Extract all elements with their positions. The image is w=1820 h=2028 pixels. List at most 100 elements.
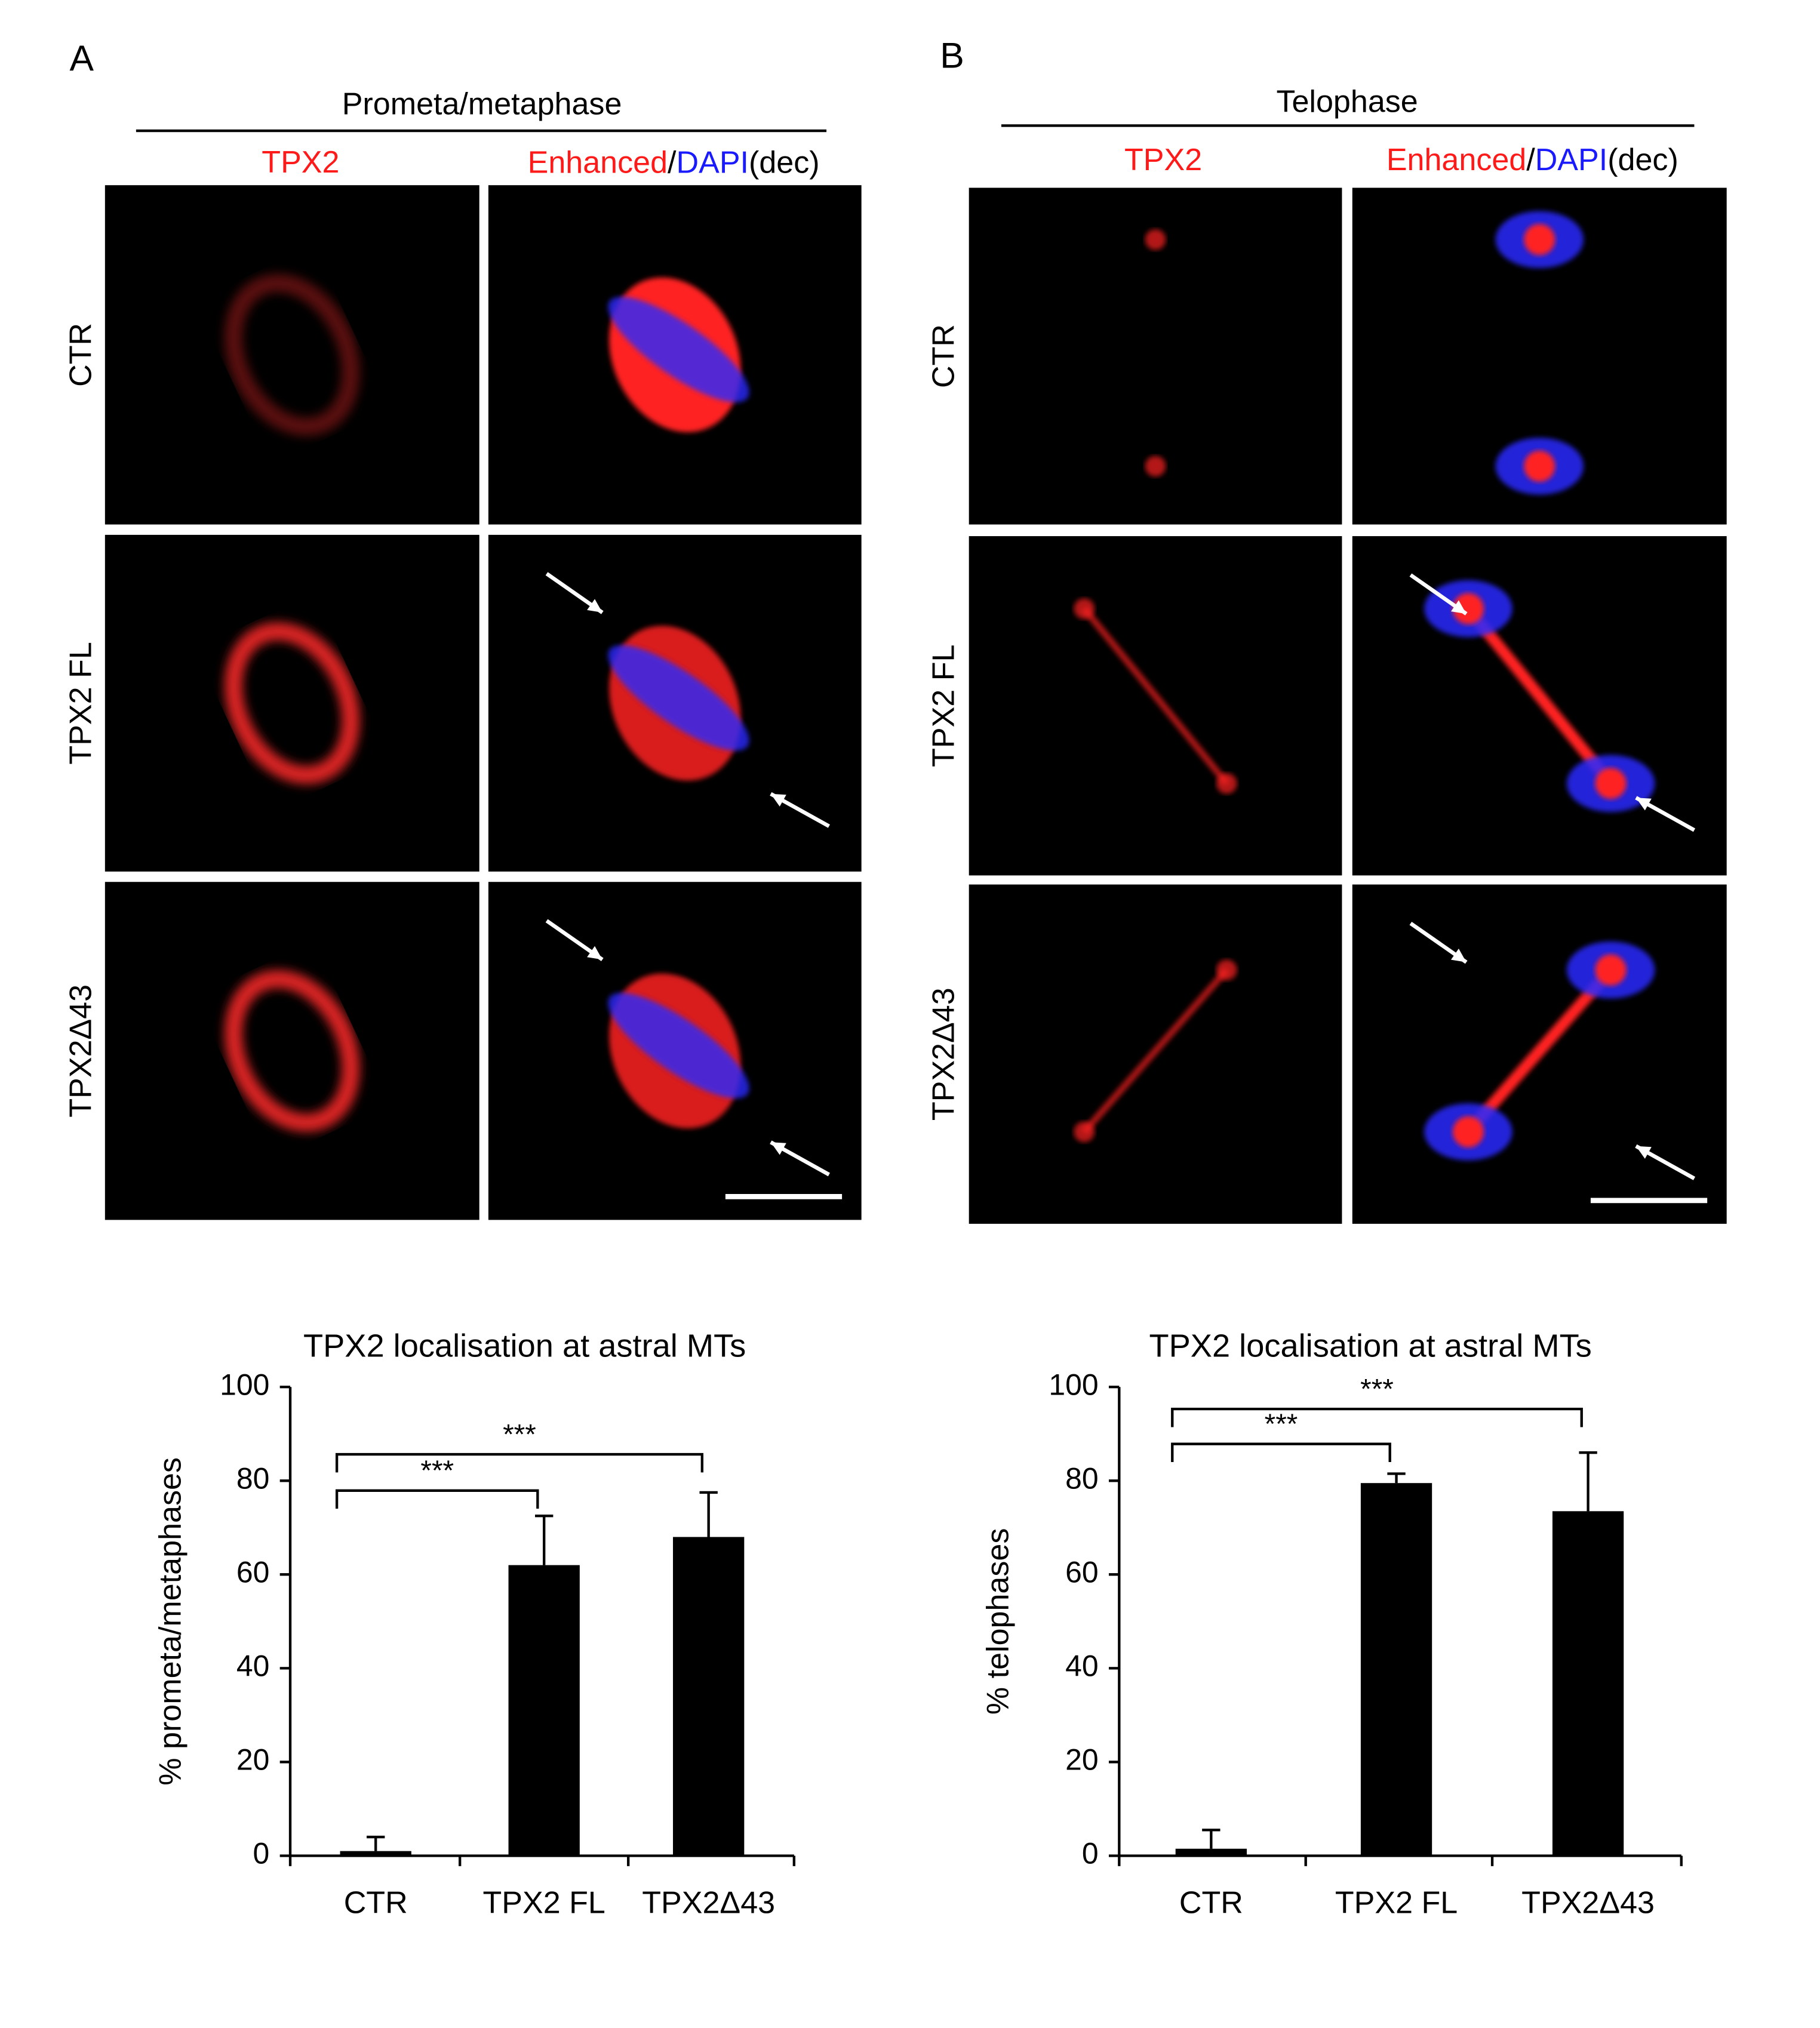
spindle (224, 273, 360, 436)
panel-letter: B (940, 35, 964, 76)
column-label-part: DAPI (677, 145, 749, 180)
arrow-head (587, 946, 602, 960)
y-tick-label: 100 (1049, 1368, 1098, 1401)
significance-bracket (1171, 1407, 1583, 1427)
x-tick-label: TPX2 FL (483, 1886, 605, 1921)
arrow-head (770, 793, 786, 807)
significance-label: *** (420, 1455, 454, 1487)
micrograph (104, 882, 479, 1220)
pole (1216, 773, 1237, 794)
panel-header: Telophase (1276, 84, 1418, 119)
x-tick-label: TPX2Δ43 (642, 1886, 775, 1921)
column-label-part: Enhanced (1386, 143, 1526, 177)
pole (1524, 450, 1555, 482)
micrograph-signal (224, 970, 360, 1132)
bar (340, 1851, 411, 1856)
panel-letter: A (70, 38, 94, 78)
significance-label: *** (503, 1418, 536, 1450)
y-tick-label: 20 (1065, 1743, 1098, 1777)
chart-title: TPX2 localisation at astral MTs (1149, 1328, 1592, 1364)
x-tick-label: TPX2Δ43 (1521, 1886, 1655, 1921)
row-label: TPX2 FL (64, 642, 99, 764)
error-bar (1202, 1829, 1220, 1849)
significance-label: *** (1360, 1373, 1394, 1405)
column-label-part: (dec) (749, 145, 820, 180)
column-label: TPX2 (1124, 143, 1202, 177)
y-tick-label: 20 (236, 1743, 269, 1777)
y-tick-label: 0 (253, 1837, 270, 1870)
bar (673, 1537, 745, 1856)
pole (1452, 593, 1484, 624)
y-tick-label: 80 (236, 1461, 269, 1495)
pole (1595, 768, 1627, 799)
significance-bracket (335, 1452, 704, 1473)
y-tick-label: 40 (236, 1650, 269, 1683)
chromatin (608, 645, 749, 751)
midbody (1081, 968, 1229, 1134)
y-tick-label: 0 (1082, 1837, 1099, 1870)
column-label-part: Enhanced (528, 145, 668, 180)
significance-label: *** (1265, 1408, 1298, 1440)
bar (1360, 1483, 1432, 1856)
micrograph-signal (1409, 921, 1708, 1204)
micrograph-signal (1495, 211, 1584, 495)
bar (1552, 1511, 1624, 1856)
micrograph (104, 534, 479, 872)
bar (508, 1565, 580, 1856)
spindle (224, 622, 360, 784)
error-bar (535, 1515, 554, 1565)
arrow-head (1450, 600, 1467, 614)
midbody (1464, 605, 1616, 787)
micrograph (969, 536, 1342, 876)
arrow-head (1450, 949, 1467, 962)
chart-title: TPX2 localisation at astral MTs (303, 1328, 746, 1364)
error-bar (1387, 1472, 1406, 1484)
micrograph-signal (1074, 959, 1237, 1143)
row-label: TPX2Δ43 (926, 987, 961, 1121)
error-bar (367, 1835, 385, 1851)
micrograph (1352, 536, 1727, 876)
arrow-head (770, 1142, 786, 1155)
column-label: TPX2 (262, 145, 339, 180)
column-label-part: (dec) (1607, 143, 1678, 177)
column-label: Enhanced/DAPI(dec) (528, 145, 820, 180)
pole (1074, 598, 1095, 619)
midbody (1464, 966, 1615, 1136)
y-tick-label: 100 (220, 1368, 269, 1401)
spindle (224, 970, 360, 1132)
micrograph-signal (1074, 598, 1237, 794)
y-tick-label: 40 (1065, 1650, 1098, 1683)
pole (1074, 1121, 1095, 1143)
pole (1524, 224, 1555, 256)
pole (1452, 1116, 1484, 1147)
x-tick-label: CTR (1179, 1886, 1243, 1921)
bar (1175, 1848, 1247, 1856)
chromatin (608, 993, 749, 1098)
pole (1145, 229, 1166, 250)
micrograph-signal (1145, 229, 1166, 477)
column-label-part: DAPI (1535, 143, 1607, 177)
pole (1145, 456, 1166, 477)
micrograph-signal (224, 273, 360, 436)
micrograph-signal (545, 572, 831, 828)
arrow-head (1635, 798, 1652, 811)
arrow-head (587, 599, 602, 613)
y-tick-label: 60 (1065, 1556, 1098, 1589)
significance-bracket (1171, 1442, 1391, 1463)
micrograph-signal (608, 277, 749, 432)
row-label: TPX2Δ43 (64, 984, 99, 1118)
x-tick-label: TPX2 FL (1335, 1886, 1458, 1921)
pole (1595, 954, 1627, 986)
micrograph-signal (224, 622, 360, 784)
x-tick-label: CTR (344, 1886, 408, 1921)
y-tick-label: 80 (1065, 1461, 1098, 1495)
chromatin (608, 297, 749, 402)
micrograph-signal (545, 919, 843, 1199)
significance-bracket (335, 1489, 539, 1509)
panel-header: Prometa/metaphase (342, 87, 622, 122)
column-label-part: / (1526, 143, 1535, 177)
y-axis-label: % telophases (981, 1528, 1016, 1715)
y-tick-label: 60 (236, 1556, 269, 1589)
